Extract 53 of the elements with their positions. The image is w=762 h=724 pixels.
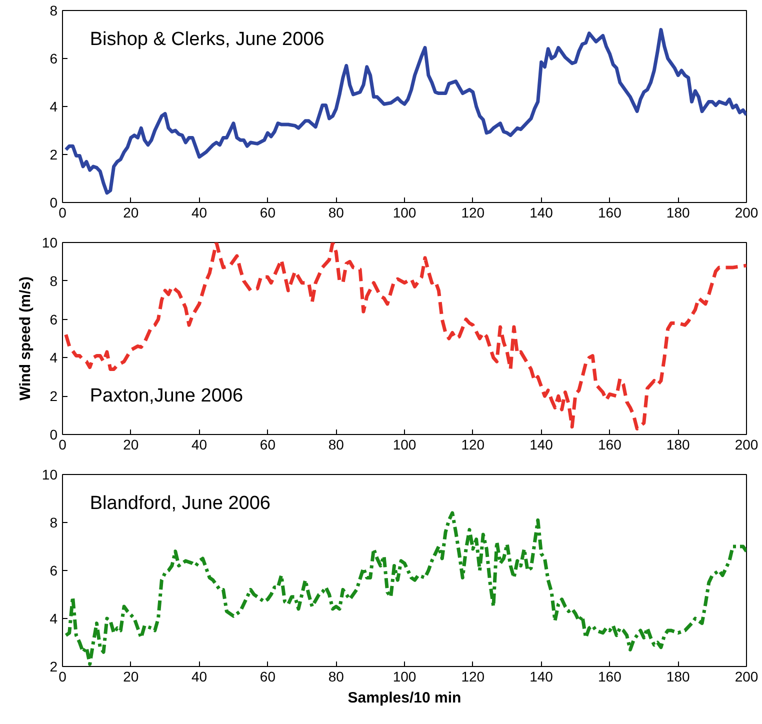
x-tick-label: 40 xyxy=(192,204,208,220)
x-tick-label: 80 xyxy=(328,668,344,684)
y-tick-label: 8 xyxy=(50,272,58,289)
x-tick-label: 180 xyxy=(666,204,690,220)
x-tick-label: 20 xyxy=(123,204,139,220)
text: Blandford, June 2006 xyxy=(90,492,270,514)
x-tick-label: 140 xyxy=(530,668,554,684)
line-series xyxy=(64,28,746,195)
x-axis-title: Samples/10 min xyxy=(348,690,462,706)
x-tick-label: 120 xyxy=(461,204,485,220)
y-tick-label: 10 xyxy=(42,466,58,482)
x-tick-label: 160 xyxy=(598,668,622,684)
x-tick-label: 80 xyxy=(328,204,344,220)
x-tick-label: 160 xyxy=(598,204,622,220)
x-tick-label: 100 xyxy=(392,668,416,684)
x-tick-label: 140 xyxy=(530,204,554,220)
y-tick-label: 4 xyxy=(50,98,58,114)
x-tick-label: 60 xyxy=(260,436,276,452)
y-tick-label: 8 xyxy=(50,2,58,18)
x-tick-label: 200 xyxy=(734,668,758,684)
x-tick-label: 140 xyxy=(530,436,554,452)
y-tick-label: 0 xyxy=(50,194,58,210)
x-tick-label: 100 xyxy=(392,204,416,220)
x-tick-label: 180 xyxy=(666,668,690,684)
x-tick-label: 100 xyxy=(392,436,416,452)
y-tick-label: 4 xyxy=(50,350,58,366)
x-tick-label: 40 xyxy=(192,436,208,452)
line-series xyxy=(64,242,746,430)
y-tick-label: 2 xyxy=(50,146,58,162)
x-tick-label: 120 xyxy=(461,668,485,684)
text: Paxton,June 2006 xyxy=(90,386,244,407)
x-tick-label: 60 xyxy=(260,668,276,684)
x-tick-label: 60 xyxy=(260,204,276,220)
x-tick-label: 120 xyxy=(461,436,485,452)
x-tick-label: 20 xyxy=(123,668,139,684)
y-tick-label: 4 xyxy=(50,610,58,626)
y-tick-label: 6 xyxy=(50,50,58,66)
y-tick-label: 10 xyxy=(42,234,58,250)
x-tick-label: 40 xyxy=(192,668,208,684)
y-axis-title: Wind speed (m/s) xyxy=(16,276,34,401)
x-tick-label: 180 xyxy=(666,436,690,452)
y-tick-label: 6 xyxy=(50,311,58,328)
y-tick-label: 2 xyxy=(50,658,58,674)
x-tick-label: 160 xyxy=(598,436,622,452)
y-tick-label: 8 xyxy=(50,514,58,530)
y-tick-label: 6 xyxy=(50,562,58,578)
y-tick-label: 0 xyxy=(50,426,58,442)
x-tick-label: 20 xyxy=(123,436,139,452)
x-tick-label: 200 xyxy=(734,204,758,220)
y-tick-label: 2 xyxy=(50,388,58,404)
x-tick-label: 80 xyxy=(328,436,344,452)
text: Bishop & Clerks, June 2006 xyxy=(90,28,324,50)
x-tick-label: 200 xyxy=(734,436,758,452)
